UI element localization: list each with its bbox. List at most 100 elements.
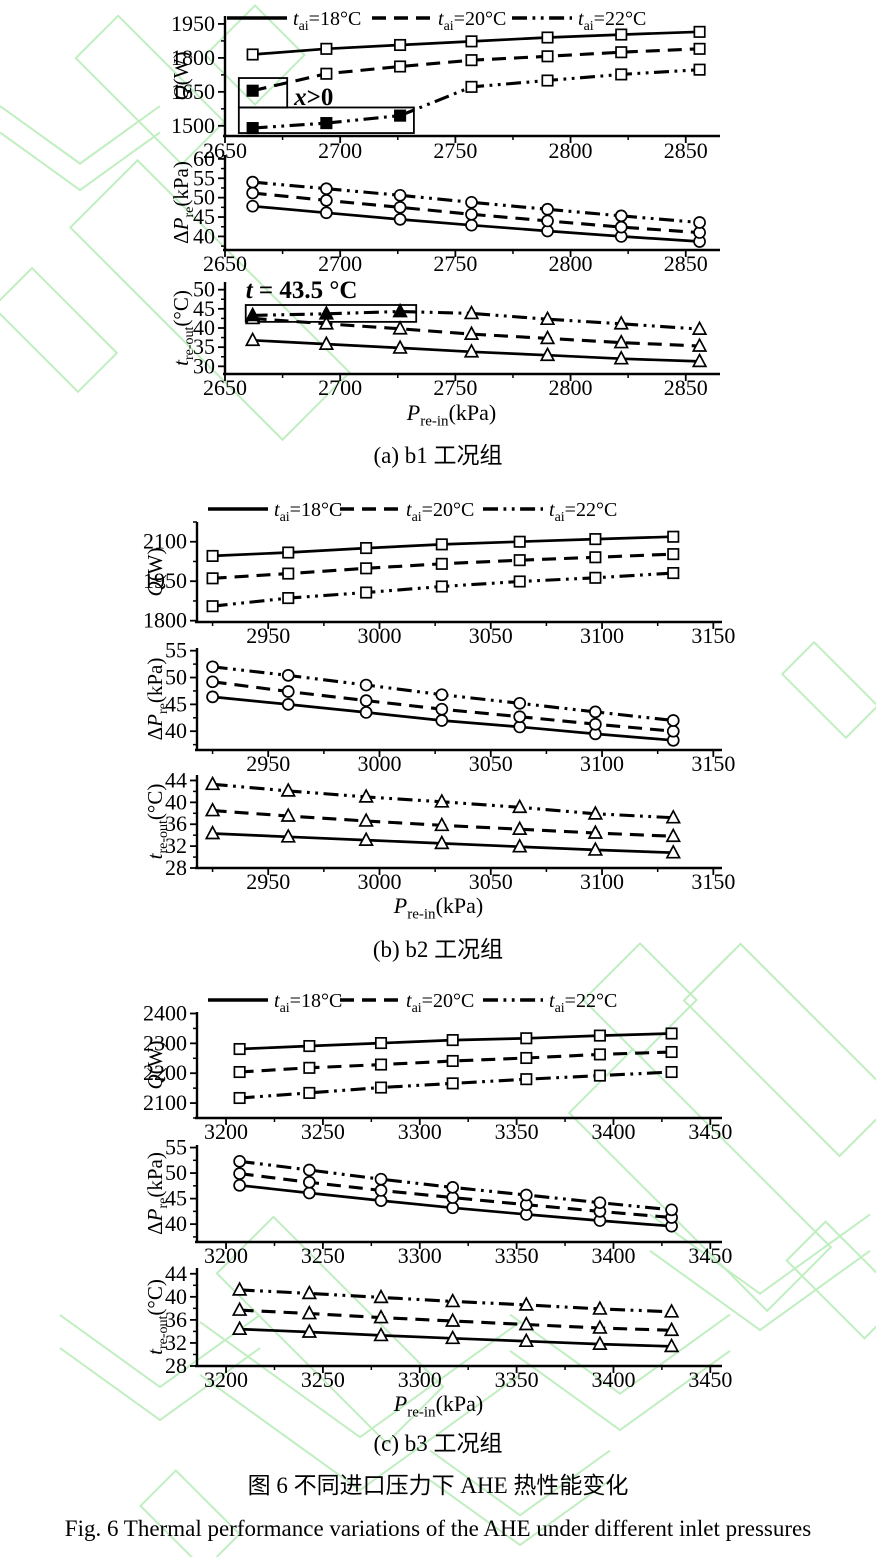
- annotation-text: x>0: [293, 84, 333, 111]
- svg-text:1950: 1950: [143, 568, 187, 593]
- svg-text:45: 45: [165, 1186, 187, 1211]
- annotation-box: [237, 77, 289, 109]
- svg-text:2800: 2800: [549, 251, 593, 276]
- legend-label: tai=18°C: [274, 499, 342, 525]
- svg-text:3100: 3100: [580, 751, 624, 776]
- svg-text:3450: 3450: [688, 1243, 732, 1268]
- svg-text:32: 32: [165, 833, 187, 858]
- svg-text:3250: 3250: [301, 1119, 345, 1144]
- svg-text:3200: 3200: [204, 1119, 248, 1144]
- annotation-box: [237, 106, 415, 134]
- panel-c-subplot-1: 2100 2200 2300 2400 3200 3250 3300 3350 3400 3450…: [143, 1000, 732, 1144]
- svg-text:55: 55: [165, 1135, 187, 1160]
- watermark-layer: [0, 4, 876, 1557]
- svg-text:3400: 3400: [591, 1119, 635, 1144]
- x-axis-label: Pre-in(kPa): [406, 400, 496, 429]
- svg-text:3000: 3000: [357, 751, 401, 776]
- svg-text:45: 45: [165, 691, 187, 716]
- svg-text:45: 45: [193, 204, 215, 229]
- svg-text:3450: 3450: [688, 1119, 732, 1144]
- svg-text:32: 32: [165, 1330, 187, 1355]
- svg-text:3450: 3450: [688, 1367, 732, 1392]
- svg-text:3000: 3000: [357, 623, 401, 648]
- panel-a: 1500 1650 1800 1950 2650 2700 2750 2800 2850 x>0 Q…: [169, 8, 720, 429]
- legend-label: tai=22°C: [549, 990, 617, 1016]
- svg-text:60: 60: [193, 146, 215, 171]
- svg-text:28: 28: [165, 855, 187, 880]
- svg-text:3300: 3300: [398, 1119, 442, 1144]
- figure-caption-chinese: 图 6 不同进口压力下 AHE 热性能变化: [247, 1473, 629, 1498]
- svg-text:2850: 2850: [664, 251, 708, 276]
- svg-text:3200: 3200: [204, 1367, 248, 1392]
- svg-text:2700: 2700: [318, 251, 362, 276]
- panel-b-legend: tai=18°C tai=20°C tai=22°C: [208, 499, 617, 525]
- legend-label: tai=22°C: [549, 499, 617, 525]
- legend-label: tai=18°C: [274, 990, 342, 1016]
- svg-text:3150: 3150: [691, 751, 735, 776]
- svg-text:2850: 2850: [664, 138, 708, 163]
- svg-text:3350: 3350: [495, 1119, 539, 1144]
- legend-label: tai=20°C: [438, 8, 506, 34]
- svg-text:2950: 2950: [246, 751, 290, 776]
- y-axis-label: tre-out(°C): [143, 784, 171, 860]
- y-axis-label: ΔPre(kPa): [169, 161, 197, 244]
- svg-text:50: 50: [165, 665, 187, 690]
- caption-panel-c: (c) b3 工况组: [373, 1431, 503, 1456]
- svg-text:2950: 2950: [246, 623, 290, 648]
- svg-text:3050: 3050: [469, 623, 513, 648]
- svg-text:1800: 1800: [171, 45, 215, 70]
- svg-text:3100: 3100: [580, 869, 624, 894]
- svg-text:28: 28: [165, 1353, 187, 1378]
- svg-text:40: 40: [165, 789, 187, 814]
- y-axis-label: ΔPre(kPa): [143, 658, 171, 741]
- svg-text:2800: 2800: [549, 138, 593, 163]
- svg-text:2100: 2100: [143, 1090, 187, 1115]
- svg-text:1650: 1650: [171, 79, 215, 104]
- svg-text:3300: 3300: [398, 1243, 442, 1268]
- svg-text:3150: 3150: [691, 869, 735, 894]
- y-axis-label: tre-out(°C): [169, 290, 197, 366]
- y-axis-label: ΔPre(kPa): [143, 1152, 171, 1235]
- svg-text:3400: 3400: [591, 1367, 635, 1392]
- svg-text:3250: 3250: [301, 1243, 345, 1268]
- svg-text:40: 40: [165, 1284, 187, 1309]
- y-axis-label: tre-out(°C): [143, 1279, 171, 1355]
- y-axis-label: Q(W): [143, 548, 167, 597]
- svg-text:50: 50: [165, 1160, 187, 1185]
- caption-panel-b: (b) b2 工况组: [372, 937, 504, 962]
- svg-text:2400: 2400: [143, 1000, 187, 1025]
- figure-caption-english: Fig. 6 Thermal performance variations of…: [64, 1516, 812, 1541]
- svg-text:1950: 1950: [171, 11, 215, 36]
- svg-text:2300: 2300: [143, 1030, 187, 1055]
- svg-text:35: 35: [193, 334, 215, 359]
- panel-a-legend: tai=18°C tai=20°C tai=22°C: [227, 8, 646, 34]
- svg-text:3050: 3050: [469, 869, 513, 894]
- annotation-text: t = 43.5 °C: [246, 277, 358, 304]
- svg-text:2700: 2700: [318, 375, 362, 400]
- svg-text:3050: 3050: [469, 751, 513, 776]
- svg-text:2750: 2750: [433, 251, 477, 276]
- svg-text:3400: 3400: [591, 1243, 635, 1268]
- svg-text:44: 44: [165, 767, 187, 792]
- legend-label: tai=18°C: [293, 8, 361, 34]
- x-axis-label: Pre-in(kPa): [393, 1391, 483, 1420]
- svg-text:2650: 2650: [203, 375, 247, 400]
- svg-text:3000: 3000: [357, 869, 401, 894]
- svg-text:2200: 2200: [143, 1060, 187, 1085]
- legend-label: tai=20°C: [406, 990, 474, 1016]
- svg-text:3150: 3150: [691, 623, 735, 648]
- svg-text:3300: 3300: [398, 1367, 442, 1392]
- svg-text:2950: 2950: [246, 869, 290, 894]
- x-axis-label: Pre-in(kPa): [393, 893, 483, 922]
- caption-panel-a: (a) b1 工况组: [373, 443, 503, 468]
